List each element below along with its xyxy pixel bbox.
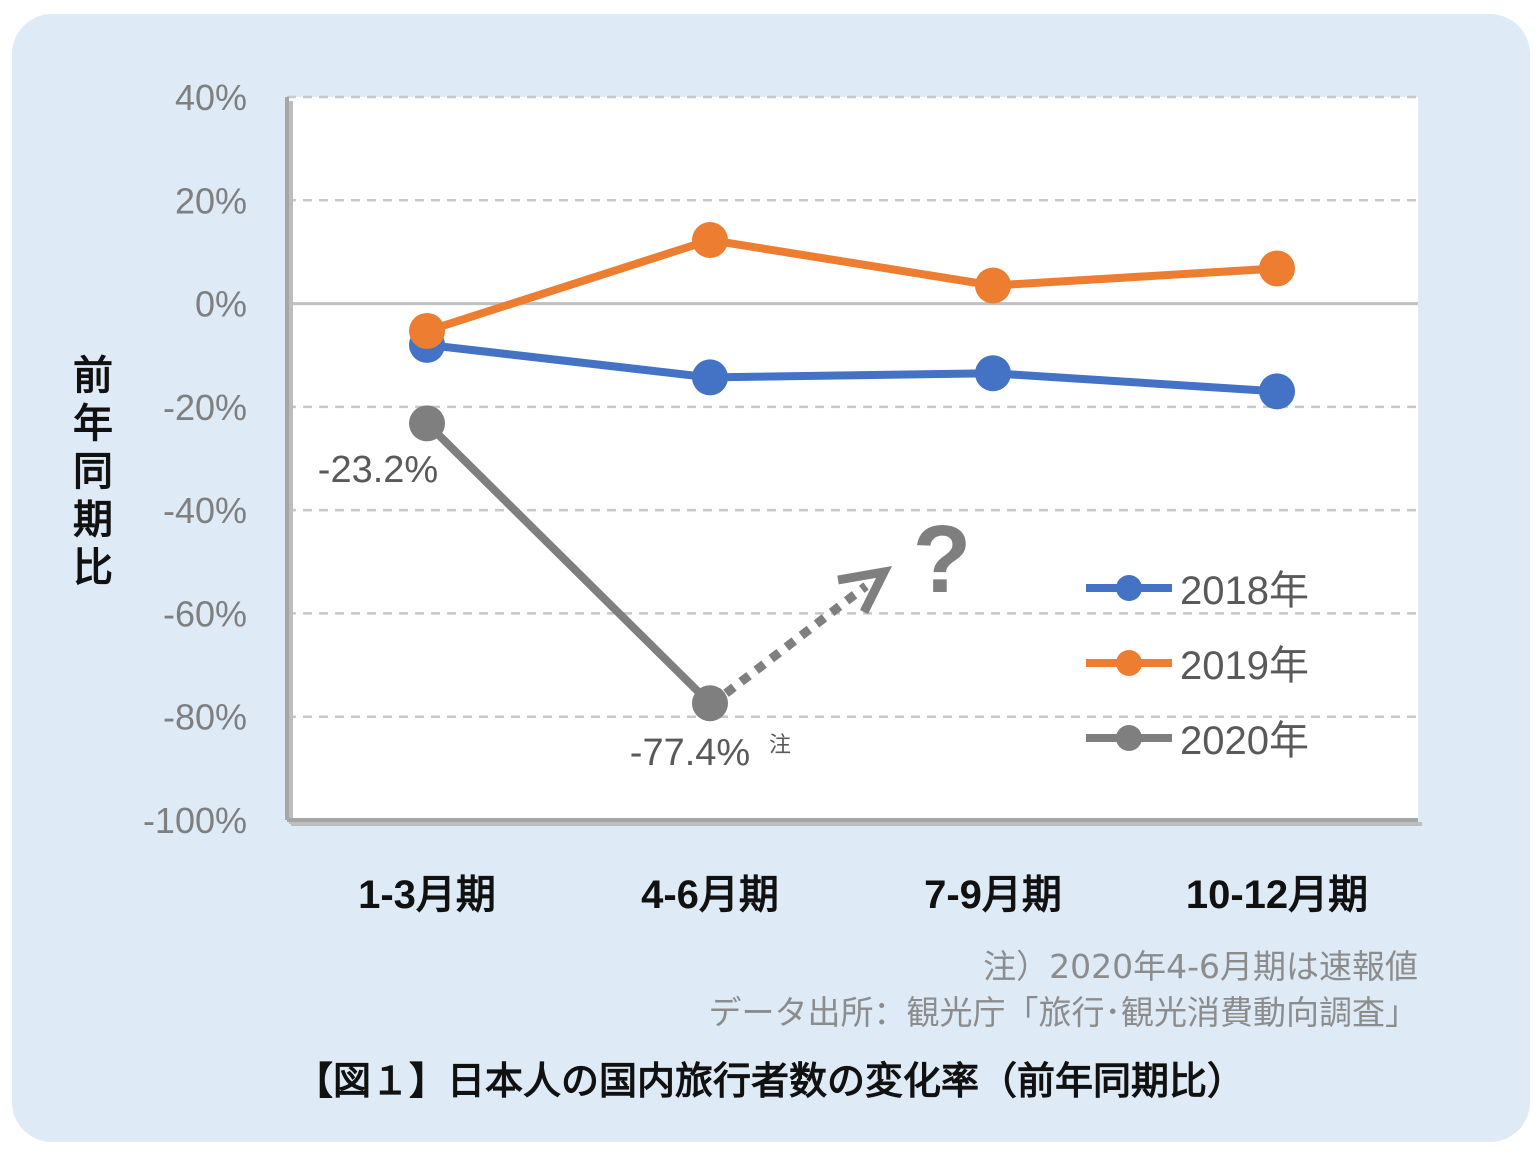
series-line-2020年: [424, 420, 713, 707]
series-lines: [409, 222, 1295, 722]
data-label-note-mark: 注: [769, 732, 791, 757]
data-point-2019年: [1259, 250, 1295, 287]
figure-caption: 【図１】日本人の国内旅行者数の変化率（前年同期比）: [294, 1059, 1245, 1103]
series-line-2018年: [426, 340, 1278, 396]
data-point-2019年: [975, 267, 1011, 304]
projection-arrow-head: [837, 566, 893, 615]
x-tick-label: 7-9月期: [924, 873, 1062, 917]
series-line-2019年: [425, 236, 1278, 335]
y-axis-title: 前年同期比: [66, 352, 120, 592]
y-axis-title-char: 年: [73, 401, 113, 447]
y-tick-label: 40%: [175, 77, 247, 118]
y-tick-label: -40%: [163, 490, 247, 531]
plot-area: [287, 97, 1418, 820]
y-tick-label: -60%: [163, 593, 247, 634]
axes: [285, 97, 1422, 826]
y-axis-title-char: 期: [73, 497, 113, 543]
y-axis-title-char: 比: [73, 545, 113, 591]
annotations: ? -23.2% -77.4% 注: [318, 449, 972, 774]
data-point-2020年: [692, 685, 728, 722]
y-axis-title-char: 同: [73, 449, 113, 495]
data-point-2018年: [975, 355, 1011, 392]
legend-marker: [1116, 650, 1142, 676]
y-tick-label: 20%: [175, 180, 247, 221]
data-label-2020-q2: -77.4%: [630, 732, 750, 774]
gridlines: [287, 95, 1418, 820]
legend-label: 2019年: [1180, 644, 1309, 688]
data-point-2020年: [409, 405, 445, 442]
question-mark: ?: [913, 506, 972, 613]
data-point-2019年: [692, 222, 728, 259]
y-tick-labels: 40% 20% 0% -20% -40% -60% -80% -100%: [143, 77, 247, 841]
y-tick-label: -100%: [143, 800, 247, 841]
x-tick-labels: 1-3月期 4-6月期 7-9月期 10-12月期: [358, 873, 1368, 917]
x-tick-label: 1-3月期: [358, 873, 496, 917]
legend-label: 2020年: [1180, 719, 1309, 763]
note-preliminary: 注）2020年4-6月期は速報値: [983, 947, 1418, 986]
y-tick-label: 0%: [195, 284, 247, 325]
note-source: データ出所：観光庁「旅行･観光消費動向調査」: [708, 993, 1419, 1032]
legend: 2018年 2019年 2020年: [1086, 569, 1309, 763]
legend-marker: [1116, 725, 1142, 751]
legend-marker: [1116, 575, 1142, 601]
data-label-2020-q1: -23.2%: [318, 449, 438, 491]
data-point-2018年: [1259, 373, 1295, 410]
y-tick-label: -20%: [163, 387, 247, 428]
data-point-2019年: [409, 312, 445, 349]
x-tick-label: 4-6月期: [641, 873, 779, 917]
data-point-2018年: [692, 359, 728, 396]
legend-label: 2018年: [1180, 569, 1309, 613]
x-tick-label: 10-12月期: [1186, 873, 1368, 917]
y-tick-label: -80%: [163, 697, 247, 738]
y-axis-title-char: 前: [73, 353, 113, 399]
